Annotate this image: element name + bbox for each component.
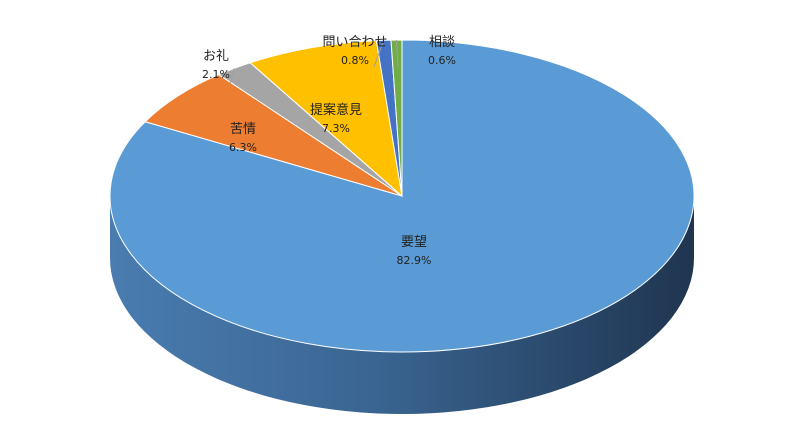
label-kujou: 苦情 6.3% [229, 121, 257, 154]
slice-label-name: 苦情 [230, 121, 256, 137]
slice-label-name: お礼 [203, 48, 229, 64]
leader-lines [229, 39, 399, 85]
leader-line [373, 40, 385, 68]
pie-slice [249, 40, 403, 198]
slice-label-name: 相談 [429, 34, 455, 50]
slice-label-value: 0.8% [341, 54, 369, 67]
label-youbou: 要望 82.9% [397, 234, 432, 267]
pie-slice [109, 39, 695, 353]
leader-line [229, 68, 235, 85]
slice-label-value: 82.9% [397, 254, 432, 267]
leader-line [396, 39, 399, 68]
label-teian: 提案意見 7.3% [310, 102, 362, 135]
slice-label-name: 問い合わせ [322, 35, 387, 50]
slice-label-value: 0.6% [428, 54, 456, 67]
label-toiawase: 問い合わせ 0.8% [322, 35, 387, 67]
pie-side-wall [110, 196, 694, 414]
slice-label-name: 要望 [401, 234, 427, 250]
slice-label-name: 提案意見 [310, 102, 362, 118]
label-orei: お礼 2.1% [202, 48, 230, 81]
slice-label-value: 7.3% [322, 122, 350, 135]
label-soudan: 相談 0.6% [428, 34, 456, 67]
slice-label-value: 2.1% [202, 68, 230, 81]
slice-label-value: 6.3% [229, 141, 257, 154]
pie-slices [109, 39, 695, 353]
pie-slice [144, 73, 403, 197]
